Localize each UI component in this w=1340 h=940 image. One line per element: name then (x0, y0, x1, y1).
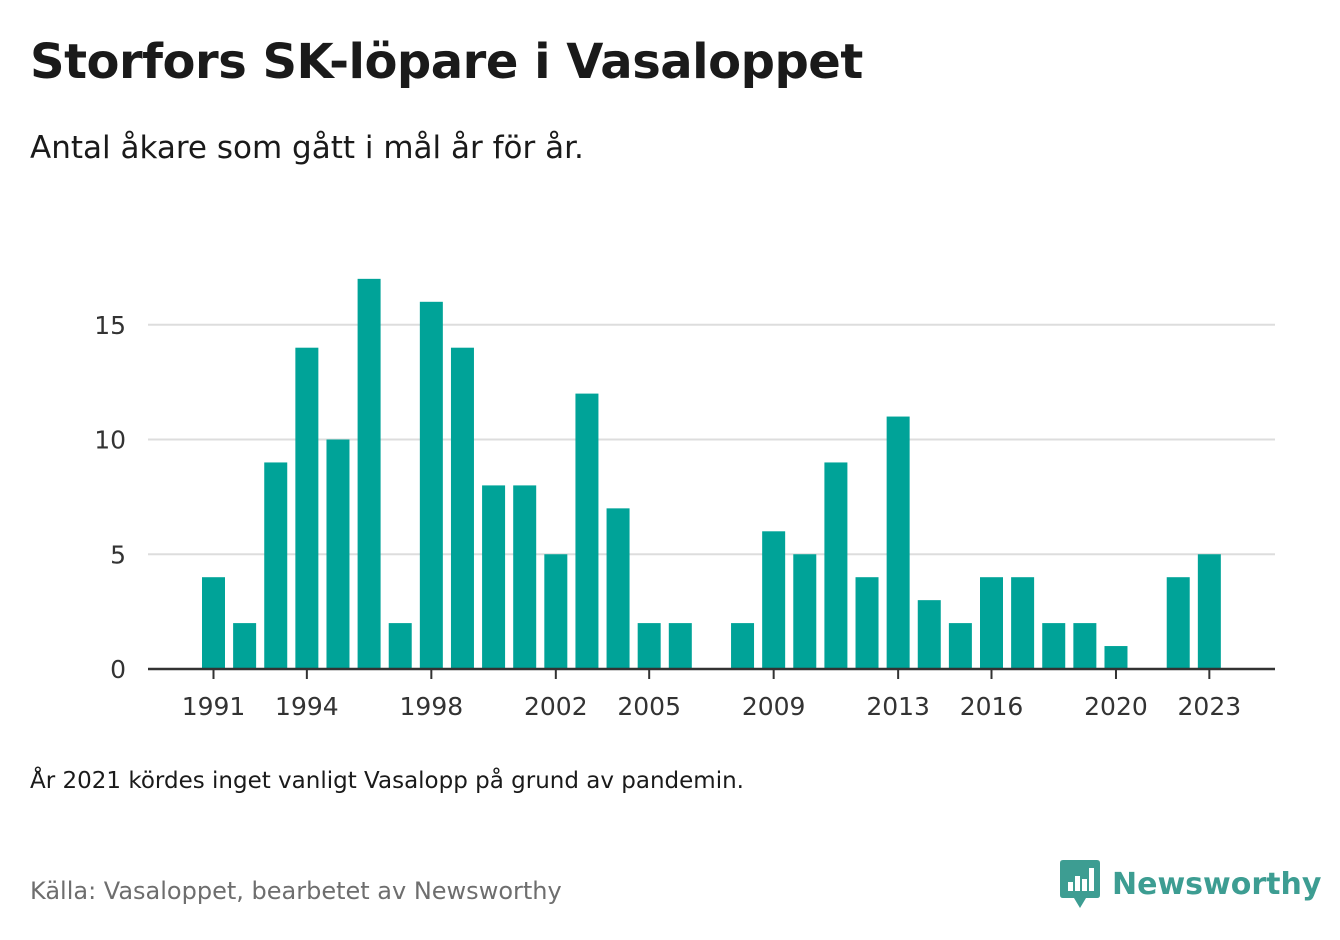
brand-name: Newsworthy (1112, 866, 1322, 902)
newsworthy-logo-icon (1060, 860, 1100, 908)
y-tick-label: 5 (110, 540, 126, 569)
x-tick-label: 2009 (742, 692, 806, 721)
chart-title: Storfors SK-löpare i Vasaloppet (30, 34, 863, 90)
x-tick-label: 1994 (275, 692, 339, 721)
bar (326, 439, 350, 669)
y-tick-labels: 0 5 10 15 (94, 311, 126, 684)
bar (1166, 577, 1190, 669)
chart-subtitle: Antal åkare som gått i mål år för år. (30, 130, 584, 166)
bar (1104, 646, 1128, 669)
bar (917, 600, 941, 669)
x-tick-label: 2013 (866, 692, 930, 721)
bar (793, 554, 817, 669)
x-axis (148, 667, 1275, 679)
bar (731, 623, 755, 669)
x-tick-label: 1991 (182, 692, 246, 721)
bar (980, 577, 1003, 669)
bar (450, 347, 474, 669)
chart-note: År 2021 kördes inget vanligt Vasalopp på… (30, 768, 744, 794)
bar (357, 278, 381, 669)
bar (762, 531, 786, 669)
bar (233, 623, 257, 669)
bar (1197, 554, 1221, 669)
bar (668, 623, 692, 669)
x-tick-label: 2016 (960, 692, 1024, 721)
bar (637, 623, 661, 669)
x-tick-label: 2023 (1178, 692, 1242, 721)
brand-logo: Newsworthy (1060, 860, 1321, 908)
x-tick-label: 2020 (1084, 692, 1148, 721)
bar (886, 416, 910, 669)
bar-chart: 0 5 10 15 1991 1994 1998 2002 2005 2009 2013 2016 2… (94, 278, 1275, 721)
bar (1011, 577, 1035, 669)
x-tick-labels: 1991 1994 1998 2002 2005 2009 2013 2016 2020 2023 (182, 692, 1241, 721)
bar (482, 485, 506, 669)
y-tick-label: 15 (94, 311, 126, 340)
bar (419, 301, 443, 669)
bar (202, 577, 225, 669)
x-tick-label: 2005 (617, 692, 681, 721)
bar (606, 508, 630, 669)
x-tick-label: 1998 (400, 692, 464, 721)
y-tick-label: 10 (94, 426, 126, 455)
bar (1073, 623, 1097, 669)
bar (855, 577, 879, 669)
bar (948, 623, 972, 669)
bar (824, 462, 848, 669)
bar (1042, 623, 1066, 669)
source-text: Källa: Vasaloppet, bearbetet av Newswort… (30, 877, 562, 905)
bar (544, 554, 568, 669)
x-tick-label: 2002 (524, 692, 588, 721)
bar (513, 485, 537, 669)
y-tick-label: 0 (110, 655, 126, 684)
bar (388, 623, 412, 669)
bar (295, 347, 319, 669)
bar (575, 393, 599, 669)
bars (202, 278, 1221, 669)
bar (264, 462, 288, 669)
